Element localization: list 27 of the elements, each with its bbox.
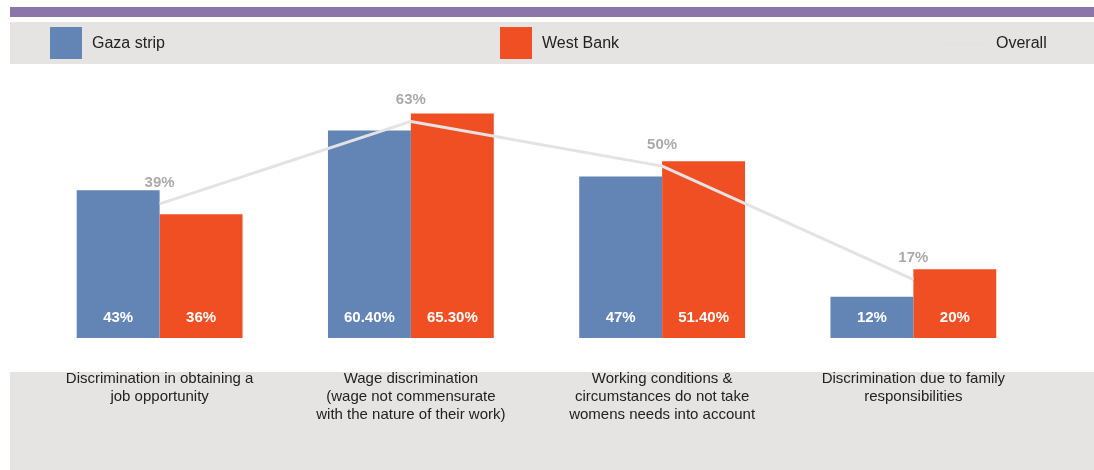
x-tick-label: Working conditions & circumstances do not take womens needs into account — [568, 369, 756, 423]
data-label: 39% — [144, 172, 175, 190]
legend-label: Gaza strip — [92, 34, 165, 52]
data-label: 50% — [647, 134, 678, 152]
bar — [159, 214, 243, 338]
bar — [76, 190, 160, 338]
data-label: 17% — [898, 248, 929, 266]
data-label: 63% — [395, 90, 426, 108]
data-label: 20% — [939, 308, 970, 326]
x-tick-label: Wage discrimination (wage not commensurate with the nature of their work) — [315, 369, 506, 423]
data-label: 43% — [103, 308, 134, 326]
text: Overall — [996, 34, 1047, 52]
data-label: 65.30% — [426, 308, 478, 326]
bar — [579, 176, 663, 338]
data-label: 12% — [856, 308, 887, 326]
x-tick-label: Discrimination in obtaining a job opportunity — [65, 369, 255, 405]
bar — [662, 161, 746, 338]
data-label: 51.40% — [678, 308, 730, 326]
bar — [913, 269, 997, 338]
data-label: 60.40% — [343, 308, 395, 326]
legend-label: West Bank — [542, 34, 620, 52]
data-label: 36% — [186, 308, 217, 326]
bar — [410, 113, 494, 338]
bar — [327, 130, 411, 338]
data-label: 47% — [605, 308, 636, 326]
x-tick-label: Discrimination due to family responsibilities — [821, 369, 1006, 405]
bar — [830, 296, 914, 338]
